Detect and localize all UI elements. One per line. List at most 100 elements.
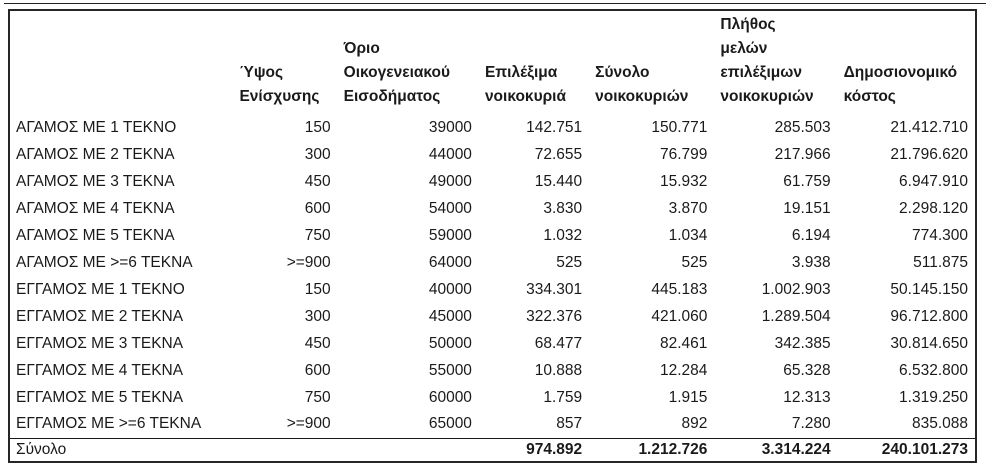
cell-value: 750 — [304, 226, 331, 244]
cell-value: 511.875 — [913, 253, 968, 271]
cell-value: 300 — [304, 145, 331, 163]
cell-value: 7.280 — [791, 415, 831, 433]
total-cell — [233, 437, 338, 462]
cell-value: 1.289.504 — [761, 307, 831, 325]
table-row: ΕΓΓΑΜΟΣ ΜΕ >=6 ΤΕΚΝΑ >=900 65000 857 892 7.28… — [9, 411, 976, 438]
row-label: ΑΓΑΜΟΣ ΜΕ 5 ΤΕΚΝΑ — [16, 226, 175, 244]
cell-value: 49000 — [428, 172, 472, 190]
cell-value: 445.183 — [651, 280, 708, 298]
row-label: ΕΓΓΑΜΟΣ ΜΕ 2 ΤΕΚΝΑ — [16, 307, 184, 325]
cell-value: 892 — [681, 415, 708, 433]
row-label: ΑΓΑΜΟΣ ΜΕ 2 ΤΕΚΝΑ — [16, 145, 175, 163]
cell-value: 44000 — [428, 145, 472, 163]
cell-value: 300 — [304, 307, 331, 325]
cell-value: 525 — [556, 253, 583, 271]
cell-value: 12.284 — [659, 361, 708, 379]
cell-value: 21.412.710 — [890, 118, 968, 136]
cell-value: 774.300 — [911, 226, 968, 244]
cell-value: 6.532.800 — [899, 361, 968, 379]
total-cell-total-households: 1.212.726 — [589, 437, 715, 462]
row-label: ΑΓΑΜΟΣ ΜΕ 3 ΤΕΚΝΑ — [16, 172, 175, 190]
cell-value: 68.477 — [534, 334, 583, 352]
cell-value: 12.313 — [783, 388, 831, 406]
cell-value: 65000 — [428, 415, 472, 433]
table-row: ΕΓΓΑΜΟΣ ΜΕ 4 ΤΕΚΝΑ 600 55000 10.888 12.284 65… — [9, 357, 976, 384]
header-row: Ύψος Ενίσχυσης Όριο Οικογενειακού Εισοδή… — [9, 10, 976, 114]
total-cell-eligible-households: 974.892 — [478, 437, 590, 462]
cell-value: 421.060 — [651, 307, 708, 325]
cell-value: 150 — [304, 118, 331, 136]
cell-value: 3.938 — [791, 253, 831, 271]
cell-value: 54000 — [428, 199, 472, 217]
total-cell — [337, 437, 479, 462]
cell-value: 82.461 — [659, 334, 708, 352]
row-label: ΕΓΓΑΜΟΣ ΜΕ 1 ΤΕΚΝΟ — [16, 280, 185, 298]
cell-value: 600 — [304, 361, 331, 379]
cell-value: 60000 — [428, 388, 472, 406]
row-label: ΑΓΑΜΟΣ ΜΕ 1 ΤΕΚΝΟ — [16, 118, 177, 136]
cell-value: 50000 — [428, 334, 472, 352]
cell-value: 39000 — [428, 118, 472, 136]
cell-value: 142.751 — [526, 118, 583, 136]
cell-value: 61.759 — [783, 172, 831, 190]
cell-value: 322.376 — [526, 307, 583, 325]
cell-value: 64000 — [428, 253, 472, 271]
cell-value: 45000 — [428, 307, 472, 325]
cell-value: 1.034 — [668, 226, 708, 244]
top-rule — [4, 3, 986, 4]
cell-value: 450 — [304, 172, 331, 190]
total-label: Σύνολο — [9, 437, 234, 462]
table-row: ΕΓΓΑΜΟΣ ΜΕ 3 ΤΕΚΝΑ 450 50000 68.477 82.461 34… — [9, 330, 976, 357]
cell-value: 6.194 — [791, 226, 831, 244]
cell-value: 450 — [304, 334, 331, 352]
cell-value: 21.796.620 — [890, 145, 968, 163]
cell-value: 2.298.120 — [899, 199, 968, 217]
row-label: ΕΓΓΑΜΟΣ ΜΕ 3 ΤΕΚΝΑ — [16, 334, 184, 352]
cell-value: 1.032 — [543, 226, 583, 244]
cell-value: 342.385 — [774, 334, 831, 352]
column-header-rowlabel — [9, 10, 233, 114]
cell-value: 1.319.250 — [899, 388, 968, 406]
total-cell-eligible-members: 3.314.224 — [714, 437, 838, 462]
row-label: ΑΓΑΜΟΣ ΜΕ >=6 ΤΕΚΝΑ — [16, 253, 193, 271]
table-row: ΑΓΑΜΟΣ ΜΕ 4 ΤΕΚΝΑ 600 54000 3.830 3.870 19.15… — [9, 195, 976, 222]
cell-value: 217.966 — [774, 145, 831, 163]
cell-value: >=900 — [286, 415, 331, 433]
cell-value: 72.655 — [534, 145, 583, 163]
households-benefit-table: Ύψος Ενίσχυσης Όριο Οικογενειακού Εισοδή… — [8, 9, 977, 463]
table-row: ΑΓΑΜΟΣ ΜΕ 2 ΤΕΚΝΑ 300 44000 72.655 76.799 217… — [9, 141, 976, 168]
column-header-eligible-households: Επιλέξιμα νοικοκυριά — [484, 64, 567, 105]
cell-value: 285.503 — [774, 118, 831, 136]
cell-value: >=900 — [286, 253, 331, 271]
table-row: ΕΓΓΑΜΟΣ ΜΕ 1 ΤΕΚΝΟ 150 40000 334.301 445.183… — [9, 276, 976, 303]
column-header-aid-amount: Ύψος Ενίσχυσης — [239, 64, 320, 105]
column-header-total-households: Σύνολο νοικοκυριών — [595, 64, 689, 105]
cell-value: 10.888 — [534, 361, 583, 379]
cell-value: 1.759 — [543, 388, 583, 406]
cell-value: 40000 — [428, 280, 472, 298]
table-row: ΕΓΓΑΜΟΣ ΜΕ 5 ΤΕΚΝΑ 750 60000 1.759 1.915 12.3… — [9, 384, 976, 411]
cell-value: 76.799 — [659, 145, 708, 163]
column-header-eligible-members: Πλήθος μελών επιλέξιμων νοικοκυριών — [720, 16, 814, 105]
cell-value: 750 — [304, 388, 331, 406]
table-row: ΑΓΑΜΟΣ ΜΕ 5 ΤΕΚΝΑ 750 59000 1.032 1.034 6.194… — [9, 222, 976, 249]
table-row: ΑΓΑΜΟΣ ΜΕ >=6 ΤΕΚΝΑ >=900 64000 525 525 3.938… — [9, 249, 976, 276]
total-row: Σύνολο 974.892 1.212.726 3.314.224 240.1… — [9, 437, 976, 462]
column-header-fiscal-cost: Δημοσιονομικό κόστος — [843, 64, 958, 105]
cell-value: 1.002.903 — [761, 280, 831, 298]
cell-value: 600 — [304, 199, 331, 217]
cell-value: 334.301 — [526, 280, 583, 298]
table-row: ΑΓΑΜΟΣ ΜΕ 3 ΤΕΚΝΑ 450 49000 15.440 15.932 61.… — [9, 168, 976, 195]
cell-value: 96.712.800 — [890, 307, 968, 325]
cell-value: 59000 — [428, 226, 472, 244]
row-label: ΕΓΓΑΜΟΣ ΜΕ >=6 ΤΕΚΝΑ — [16, 415, 202, 433]
cell-value: 15.932 — [659, 172, 708, 190]
cell-value: 835.088 — [911, 415, 968, 433]
cell-value: 30.814.650 — [890, 334, 968, 352]
cell-value: 150.771 — [651, 118, 708, 136]
cell-value: 525 — [681, 253, 708, 271]
cell-value: 19.151 — [783, 199, 831, 217]
row-label: ΑΓΑΜΟΣ ΜΕ 4 ΤΕΚΝΑ — [16, 199, 175, 217]
cell-value: 15.440 — [534, 172, 583, 190]
total-cell-fiscal-cost: 240.101.273 — [837, 437, 976, 462]
